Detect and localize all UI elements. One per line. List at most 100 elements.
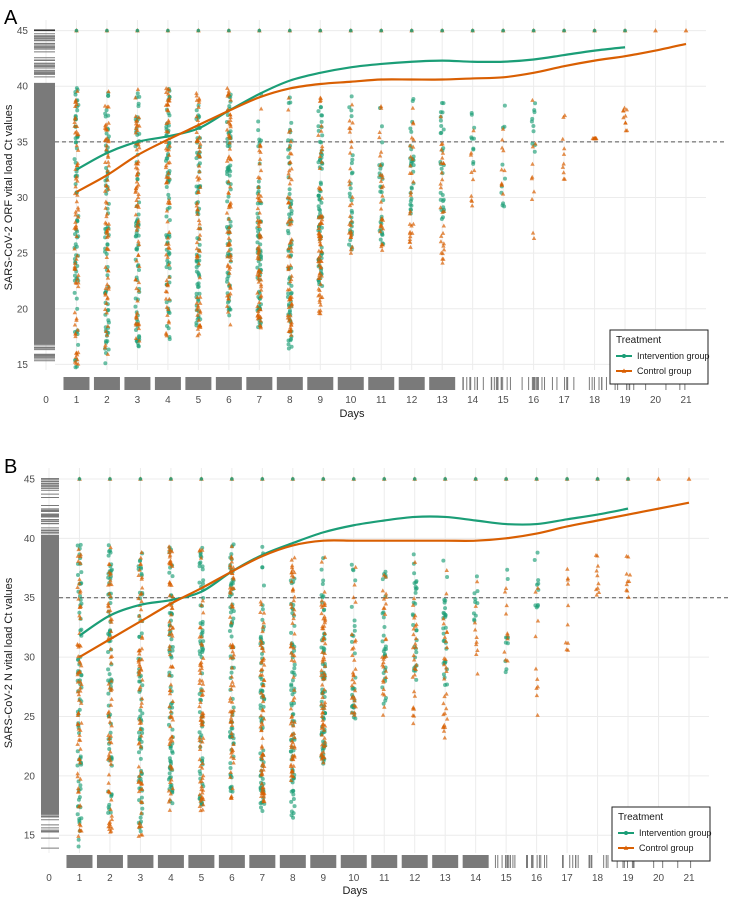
control-point xyxy=(286,246,291,251)
control-point xyxy=(444,665,449,670)
control-point xyxy=(411,653,416,658)
intervention-point xyxy=(317,207,322,212)
control-point xyxy=(408,244,413,249)
intervention-point xyxy=(414,650,419,655)
intervention-point xyxy=(107,672,112,677)
control-point xyxy=(561,151,567,156)
intervention-point xyxy=(260,477,265,481)
control-point xyxy=(320,710,326,715)
intervention-point xyxy=(291,811,296,816)
control-point xyxy=(133,188,139,193)
intervention-point xyxy=(379,190,384,195)
intervention-point xyxy=(229,580,234,585)
intervention-point xyxy=(287,310,292,315)
control-point xyxy=(529,176,535,181)
control-point xyxy=(287,144,292,149)
control-point xyxy=(75,721,81,726)
control-point xyxy=(164,278,169,283)
control-point xyxy=(104,300,109,305)
control-point xyxy=(199,660,204,665)
data-points xyxy=(75,476,692,849)
control-point xyxy=(197,275,203,280)
x-tick-label: 19 xyxy=(622,873,634,884)
control-point xyxy=(106,163,112,168)
y-tick-label: 30 xyxy=(24,653,36,664)
control-point xyxy=(198,670,203,675)
control-point xyxy=(138,787,144,792)
x-rug xyxy=(63,377,686,390)
control-point xyxy=(167,688,173,693)
control-point xyxy=(137,338,142,343)
intervention-point xyxy=(77,594,82,599)
control-point xyxy=(256,253,261,258)
y-tick-label: 35 xyxy=(17,137,29,148)
control-point xyxy=(201,610,206,615)
control-point xyxy=(260,624,266,629)
x-tick-label: 21 xyxy=(680,395,692,406)
control-point xyxy=(228,770,233,775)
control-point xyxy=(197,134,202,139)
control-point xyxy=(292,653,297,658)
control-point xyxy=(257,156,263,161)
control-point xyxy=(103,183,109,188)
control-point xyxy=(535,585,541,590)
control-point xyxy=(565,581,571,586)
control-point xyxy=(198,808,203,813)
control-point xyxy=(195,326,201,331)
control-point xyxy=(139,700,144,705)
intervention-point xyxy=(260,776,265,781)
control-point xyxy=(261,708,266,713)
control-point xyxy=(289,641,294,646)
control-point xyxy=(109,696,114,701)
control-point xyxy=(169,766,174,771)
control-point xyxy=(107,826,112,831)
control-point xyxy=(289,563,295,568)
control-point xyxy=(292,631,297,636)
control-point xyxy=(229,709,234,714)
control-point xyxy=(258,724,263,729)
control-point xyxy=(136,326,142,331)
x-tick-label: 18 xyxy=(589,395,601,406)
control-point xyxy=(380,712,386,717)
control-point xyxy=(261,610,267,615)
control-point xyxy=(319,668,324,673)
intervention-point xyxy=(531,124,536,129)
control-point xyxy=(290,740,296,745)
control-point xyxy=(197,154,202,159)
control-point xyxy=(137,720,142,725)
control-point xyxy=(139,575,145,580)
control-point xyxy=(139,646,145,651)
control-point xyxy=(444,716,450,721)
control-point xyxy=(289,166,294,171)
control-point xyxy=(259,645,265,650)
intervention-point xyxy=(443,625,448,630)
control-point xyxy=(73,99,78,104)
x-tick-label: 1 xyxy=(74,395,80,406)
x-rug-block xyxy=(398,377,425,390)
intervention-point xyxy=(319,567,324,572)
control-point xyxy=(321,744,327,749)
control-point xyxy=(137,820,142,825)
control-point xyxy=(226,296,231,301)
intervention-point xyxy=(319,113,324,118)
control-point xyxy=(287,160,292,165)
intervention-point xyxy=(137,94,142,99)
control-point xyxy=(289,320,294,325)
control-point xyxy=(289,657,294,662)
control-point xyxy=(201,735,206,740)
intervention-point xyxy=(501,28,505,33)
control-point xyxy=(379,216,385,221)
intervention-point xyxy=(138,815,143,820)
control-point xyxy=(197,747,203,752)
control-point xyxy=(72,246,77,251)
intervention-point xyxy=(290,670,295,675)
intervention-point xyxy=(164,214,169,219)
control-point xyxy=(108,660,114,665)
panel-label: A xyxy=(4,7,18,29)
intervention-point xyxy=(473,613,478,618)
control-point xyxy=(286,318,292,323)
control-point xyxy=(350,653,355,658)
control-point xyxy=(73,115,78,120)
control-point xyxy=(227,201,233,206)
control-point xyxy=(441,662,447,667)
